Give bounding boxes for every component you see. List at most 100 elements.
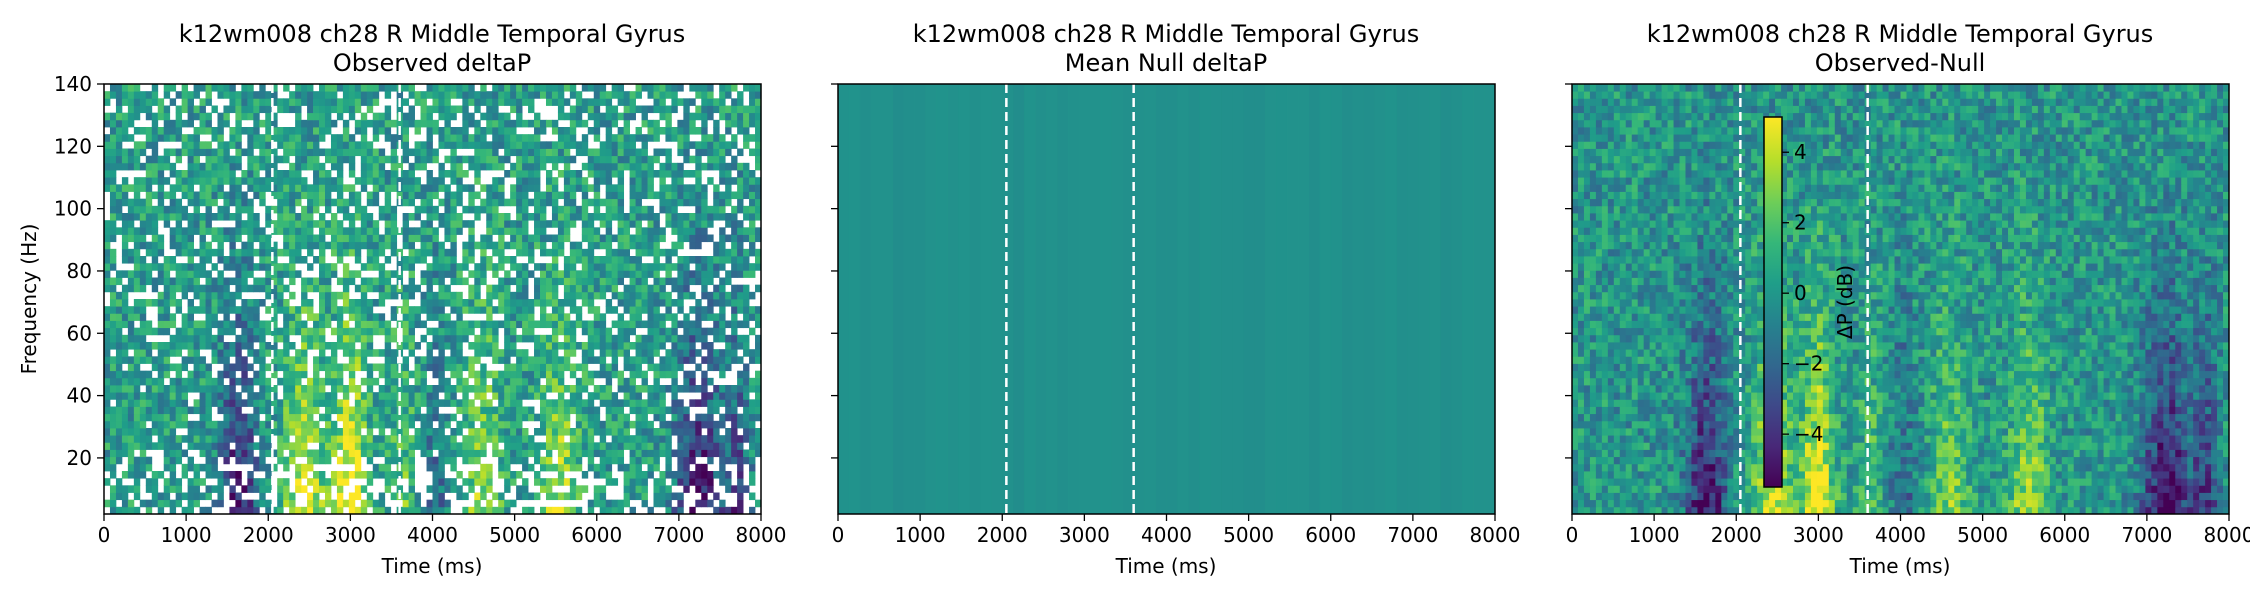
heatmap-cell	[593, 263, 601, 271]
heatmap-cell	[701, 256, 708, 264]
heatmap-cell	[677, 170, 684, 178]
heatmap-cell	[193, 263, 200, 271]
heatmap-cell	[205, 191, 212, 200]
heatmap-cell	[450, 449, 457, 458]
heatmap-cell	[265, 277, 272, 286]
heatmap-cell	[247, 449, 254, 458]
heatmap-cell	[115, 399, 123, 407]
heatmap-cell	[426, 155, 433, 164]
heatmap-cell	[563, 148, 571, 157]
heatmap-cell	[187, 213, 194, 221]
heatmap-cell	[504, 170, 511, 178]
heatmap-cell	[671, 198, 678, 207]
heatmap-cell	[235, 313, 242, 321]
heatmap-cell	[145, 442, 153, 450]
heatmap-cell	[677, 499, 684, 508]
heatmap-cell	[253, 420, 260, 429]
heatmap-cell	[115, 442, 123, 450]
heatmap-cell	[647, 184, 654, 192]
heatmap-cell	[743, 227, 750, 235]
heatmap-cell	[480, 449, 487, 458]
heatmap-cell	[510, 406, 517, 415]
heatmap-cell	[181, 342, 189, 350]
heatmap-cell	[408, 162, 415, 171]
heatmap-cell	[569, 399, 577, 407]
heatmap-cell	[372, 263, 380, 271]
heatmap-cell	[474, 499, 481, 508]
heatmap-cell	[127, 119, 135, 128]
heatmap-cell	[211, 162, 218, 171]
heatmap-cell	[438, 377, 445, 386]
heatmap-cell	[731, 177, 738, 185]
heatmap-cell	[522, 435, 529, 443]
heatmap-cell	[659, 435, 666, 443]
heatmap-cell	[749, 234, 756, 243]
heatmap-cell	[366, 248, 374, 257]
heatmap-cell	[223, 119, 230, 128]
heatmap-cell	[432, 184, 439, 192]
heatmap-cell	[187, 506, 194, 514]
heatmap-cell	[563, 420, 571, 429]
heatmap-cell	[492, 141, 499, 149]
heatmap-cell	[217, 485, 224, 493]
heatmap-cell	[223, 191, 230, 200]
heatmap-cell	[653, 234, 660, 243]
heatmap-cell	[199, 413, 206, 422]
heatmap-cell	[480, 370, 487, 379]
heatmap-cell	[677, 406, 684, 415]
heatmap-cell	[295, 385, 302, 393]
heatmap-cell	[498, 284, 505, 293]
heatmap-cell	[653, 270, 660, 278]
heatmap-cell	[259, 435, 266, 443]
heatmap-cell	[474, 191, 481, 200]
heatmap-cell	[319, 413, 326, 422]
heatmap-cell	[193, 349, 200, 357]
heatmap-cell	[534, 277, 541, 286]
heatmap-cell	[456, 449, 463, 458]
heatmap-cell	[575, 248, 583, 257]
heatmap-cell	[551, 98, 559, 106]
heatmap-cell	[480, 385, 487, 393]
heatmap-cell	[211, 435, 218, 443]
heatmap-cell	[587, 370, 595, 379]
heatmap-cell	[199, 98, 206, 106]
heatmap-cell	[540, 320, 547, 329]
heatmap-cell	[283, 141, 290, 149]
heatmap-cell	[283, 327, 290, 336]
heatmap-cell	[581, 377, 589, 386]
heatmap-cell	[420, 155, 427, 164]
heatmap-cell	[677, 263, 684, 271]
heatmap-cell	[599, 363, 607, 372]
heatmap-cell	[755, 263, 761, 271]
heatmap-cell	[360, 263, 368, 271]
heatmap-cell	[199, 334, 206, 343]
heatmap-cell	[665, 499, 672, 508]
heatmap-cell	[330, 442, 338, 450]
heatmap-cell	[545, 492, 553, 501]
heatmap-cell	[109, 119, 117, 128]
heatmap-cell	[641, 284, 648, 293]
heatmap-cell	[462, 241, 469, 250]
heatmap-cell	[336, 406, 344, 415]
heatmap-cell	[175, 220, 183, 228]
heatmap-cell	[348, 356, 356, 364]
heatmap-cell	[641, 499, 648, 508]
heatmap-cell	[468, 291, 475, 300]
heatmap-cell	[223, 442, 230, 450]
heatmap-cell	[557, 478, 565, 486]
heatmap-cell	[587, 334, 595, 343]
heatmap-cell	[151, 134, 159, 142]
heatmap-cell	[396, 91, 404, 99]
heatmap-cell	[749, 191, 756, 200]
heatmap-cell	[611, 406, 619, 415]
heatmap-cell	[229, 213, 236, 221]
heatmap-cell	[342, 435, 350, 443]
heatmap-cell	[557, 98, 565, 106]
heatmap-cell	[289, 177, 296, 185]
heatmap-cell	[265, 435, 272, 443]
heatmap-cell	[229, 170, 236, 178]
heatmap-cell	[169, 213, 177, 221]
heatmap-cell	[277, 98, 284, 106]
heatmap-cell	[235, 141, 242, 149]
heatmap-cell	[557, 506, 565, 514]
